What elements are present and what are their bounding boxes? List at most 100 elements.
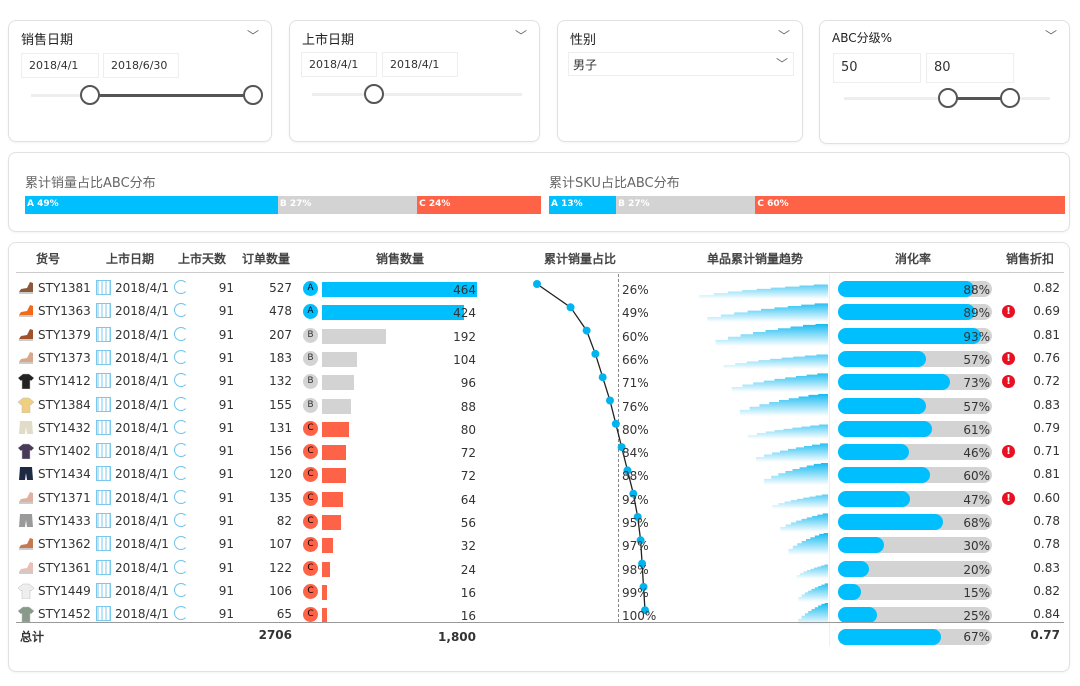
slider-start-handle[interactable] — [80, 85, 100, 105]
clock-icon — [174, 443, 188, 458]
slider-track — [312, 93, 522, 96]
alert-icon[interactable]: ! — [1002, 445, 1015, 459]
clock-icon — [174, 489, 188, 504]
header-discount[interactable]: 销售折扣 — [1005, 252, 1054, 266]
chevron-down-icon[interactable]: ﹀ — [246, 29, 259, 43]
chevron-down-icon[interactable]: ﹀ — [514, 29, 527, 43]
header-cum-share[interactable]: 累计销量占比 — [543, 252, 616, 266]
slider-high-handle[interactable] — [1000, 88, 1020, 108]
header-sku[interactable]: 货号 — [35, 252, 60, 266]
table-row[interactable]: STY1371 2018/4/1 91 135 C 64 92% 47% ! 0… — [16, 486, 1060, 510]
table-row[interactable]: STY1381 2018/4/1 91 527 A 464 26% 88% 0.… — [16, 277, 1060, 300]
header-days[interactable]: 上市天数 — [177, 252, 226, 266]
sku-code[interactable]: STY1402 — [38, 444, 91, 459]
table-row[interactable]: STY1384 2018/4/1 91 155 B 88 76% 57% 0.8… — [16, 393, 1060, 417]
sku-code[interactable]: STY1381 — [38, 281, 91, 295]
start-date-input[interactable]: 2018/4/1 — [21, 53, 99, 78]
gender-dropdown[interactable]: 男子 ﹀ — [568, 52, 794, 76]
sku-code[interactable]: STY1384 — [38, 397, 91, 412]
sku-code[interactable]: STY1433 — [38, 514, 91, 528]
trend-sparkline — [784, 533, 828, 556]
end-date-input[interactable]: 2018/6/30 — [103, 53, 179, 78]
gender-slicer: 性别 ﹀ 男子 ﹀ — [557, 20, 803, 142]
end-date-input[interactable]: 2018/4/1 — [382, 52, 458, 77]
calendar-icon — [96, 443, 111, 459]
cum-share-point — [641, 606, 649, 615]
cum-share-label: 88% — [622, 469, 649, 484]
abc-class-badge: C — [303, 514, 318, 529]
sales-qty-bar — [322, 398, 352, 414]
table-row[interactable]: STY1402 2018/4/1 91 156 C 72 84% 46% ! 0… — [16, 440, 1060, 463]
sku-code[interactable]: STY1449 — [38, 583, 91, 598]
sales-qty: 16 — [460, 585, 476, 600]
sales-qty: 24 — [460, 562, 476, 577]
trend-sparkline — [730, 393, 828, 416]
slider-handle[interactable] — [364, 84, 384, 104]
cum-share-point — [533, 280, 541, 288]
sku-code[interactable]: STY1362 — [38, 537, 91, 552]
sku-code[interactable]: STY1371 — [38, 490, 91, 505]
alert-icon[interactable]: ! — [1002, 351, 1015, 365]
table-row[interactable]: STY1373 2018/4/1 91 183 B 104 66% 57% ! … — [16, 346, 1060, 370]
alert-icon[interactable]: ! — [1002, 491, 1015, 505]
start-date-input[interactable]: 2018/4/1 — [301, 52, 377, 77]
sku-code[interactable]: STY1363 — [38, 304, 91, 319]
header-orders[interactable]: 订单数量 — [241, 252, 290, 266]
sellthrough-track — [838, 560, 992, 577]
order-qty: 207 — [269, 327, 292, 342]
table-row[interactable]: STY1379 2018/4/1 91 207 B 192 60% 93% 0.… — [16, 323, 1060, 347]
header-sellthrough[interactable]: 消化率 — [894, 252, 931, 266]
sku-code[interactable]: STY1452 — [38, 607, 91, 622]
alert-icon[interactable]: ! — [1002, 375, 1015, 389]
sellthrough-fill — [838, 490, 911, 507]
table-row[interactable]: STY1432 2018/4/1 91 131 C 80 80% 61% 0.7… — [16, 416, 1060, 440]
table-row[interactable]: STY1362 2018/4/1 91 107 C 32 97% 30% 0.7… — [16, 533, 1060, 556]
days-on-market: 91 — [218, 444, 234, 459]
calendar-icon — [96, 559, 111, 575]
sku-code[interactable]: STY1373 — [38, 350, 91, 365]
sales-qty: 80 — [460, 422, 476, 437]
sales-qty-bar — [322, 608, 328, 624]
trend-sparkline — [795, 603, 828, 626]
alert-icon[interactable]: ! — [1002, 305, 1015, 319]
table-row[interactable]: STY1363 2018/4/1 91 478 A 424 49% 89% ! … — [16, 300, 1060, 323]
sellthrough-label: 20% — [963, 562, 990, 577]
trend-sparkline — [694, 300, 828, 323]
sku-code[interactable]: STY1361 — [38, 560, 91, 575]
cum-share-label: 66% — [622, 352, 649, 367]
header-qty[interactable]: 销售数量 — [375, 252, 424, 266]
chevron-down-icon[interactable]: ﹀ — [777, 29, 790, 43]
shoe-icon — [18, 303, 34, 320]
chevron-down-icon[interactable]: ﹀ — [1044, 29, 1057, 43]
sales-qty-bar — [322, 538, 333, 554]
table-row[interactable]: STY1449 2018/4/1 91 106 C 16 99% 15% 0.8… — [16, 579, 1060, 603]
total-row: 总计 2706 1,800 67% 0.77 — [16, 624, 1060, 647]
sku-code[interactable]: STY1412 — [38, 374, 91, 389]
table-row[interactable]: STY1434 2018/4/1 91 120 C 72 88% 60% 0.8… — [16, 463, 1060, 486]
abc-high-input[interactable]: 80 — [926, 53, 1014, 83]
table-row[interactable]: STY1361 2018/4/1 91 122 C 24 98% 20% 0.8… — [16, 556, 1060, 580]
launch-date: 2018/4/1 — [115, 583, 169, 598]
trend-sparkline — [795, 579, 828, 602]
trend-sparkline — [766, 486, 828, 509]
cum-share-point — [598, 373, 607, 382]
table-row[interactable]: STY1433 2018/4/1 91 82 C 56 95% 68% 0.78 — [16, 510, 1060, 533]
header-launch-date[interactable]: 上市日期 — [105, 252, 154, 266]
sku-code[interactable]: STY1379 — [38, 327, 91, 342]
slider-end-handle[interactable] — [243, 85, 263, 105]
header-trend[interactable]: 单品累计销量趋势 — [706, 252, 803, 266]
cum-share-label: 76% — [622, 399, 649, 414]
trend-sparkline — [793, 556, 828, 579]
sku-code[interactable]: STY1434 — [38, 467, 91, 482]
table-row[interactable]: STY1412 2018/4/1 91 132 B 96 71% 73% ! 0… — [16, 370, 1060, 393]
sku-code[interactable]: STY1432 — [38, 420, 91, 435]
table-row[interactable]: STY1452 2018/4/1 91 65 C 16 100% 25% 0.8… — [16, 603, 1060, 626]
launch-date: 2018/4/1 — [115, 444, 169, 459]
abc-class-badge: C — [303, 560, 318, 576]
abc-low-input[interactable]: 50 — [833, 53, 921, 83]
slider-low-handle[interactable] — [938, 88, 958, 108]
discount: 0.82 — [1033, 281, 1060, 295]
cum-share-label: 71% — [622, 376, 649, 391]
shorts-icon — [18, 420, 34, 439]
sellthrough-label: 57% — [963, 352, 990, 367]
